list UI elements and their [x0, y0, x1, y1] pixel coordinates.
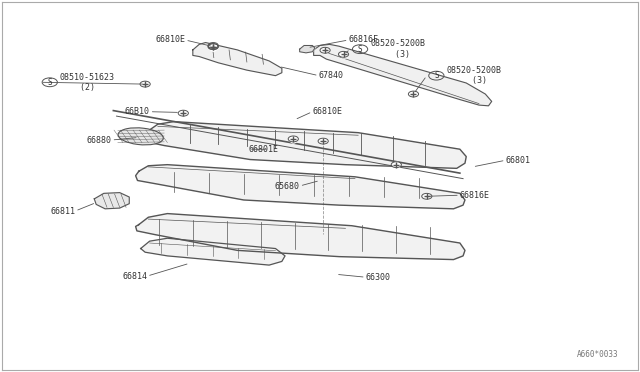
Text: S: S	[47, 78, 52, 87]
Polygon shape	[136, 214, 465, 260]
Text: 66810E: 66810E	[312, 107, 342, 116]
Ellipse shape	[118, 128, 163, 145]
Polygon shape	[142, 122, 467, 169]
Text: 66801E: 66801E	[249, 145, 279, 154]
Polygon shape	[141, 238, 285, 265]
Text: 65680: 65680	[275, 182, 300, 190]
Polygon shape	[136, 165, 465, 209]
Text: 66816F: 66816F	[349, 35, 379, 45]
Text: 66810E: 66810E	[156, 35, 185, 45]
Text: S: S	[358, 45, 362, 54]
Text: 66B10: 66B10	[125, 107, 150, 116]
Text: 08520-5200B
     (3): 08520-5200B (3)	[370, 39, 425, 59]
Polygon shape	[300, 45, 315, 53]
Polygon shape	[193, 42, 282, 76]
Text: 67840: 67840	[319, 71, 344, 80]
Polygon shape	[94, 193, 129, 209]
Text: 08510-51623
    (2): 08510-51623 (2)	[60, 73, 115, 92]
Text: 66811: 66811	[50, 206, 76, 215]
Text: 66814: 66814	[122, 272, 147, 280]
Text: 66816E: 66816E	[460, 191, 490, 200]
Text: 66801: 66801	[506, 156, 531, 165]
Text: 66300: 66300	[366, 273, 391, 282]
Text: 66880: 66880	[86, 135, 111, 144]
Text: S: S	[434, 71, 438, 80]
Text: 08520-5200B
     (3): 08520-5200B (3)	[447, 66, 502, 85]
Text: A660*0033: A660*0033	[577, 350, 619, 359]
Polygon shape	[314, 44, 492, 106]
